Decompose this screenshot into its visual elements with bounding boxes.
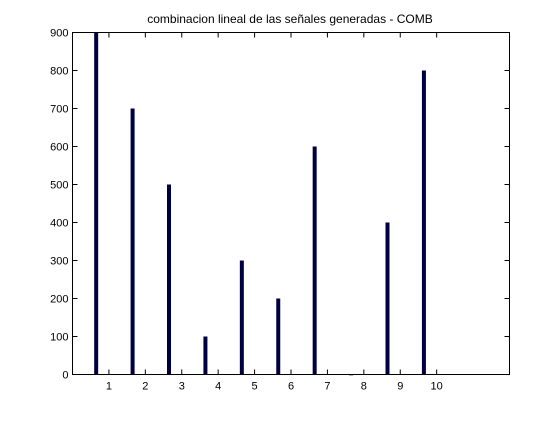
y-tick-label-600: 600: [50, 142, 68, 154]
y-tick-label-800: 800: [50, 66, 68, 78]
x-tick-label-9: 9: [397, 381, 403, 393]
y-tick-label-300: 300: [50, 256, 68, 268]
plot-area-border: [72, 32, 510, 375]
bar-4: [203, 336, 208, 375]
bar-6: [276, 298, 281, 375]
x-tick-label-1: 1: [106, 381, 112, 393]
x-tick-label-2: 2: [142, 381, 148, 393]
x-tick-label-4: 4: [215, 381, 221, 393]
bar-1: [94, 32, 99, 375]
y-tick-label-0: 0: [62, 370, 68, 382]
y-tick-label-700: 700: [50, 104, 68, 116]
ticks-layer: 0 100 200 300 400 500 600 700 800 900 1 2 3 4 5 6 7 8 9 10: [50, 28, 510, 393]
bar-5: [239, 260, 244, 375]
x-tick-label-10: 10: [431, 381, 443, 393]
chart-title: combinacion lineal de las señales genera…: [147, 12, 433, 26]
x-tick-label-8: 8: [361, 381, 367, 393]
y-tick-label-100: 100: [50, 332, 68, 344]
y-tick-label-900: 900: [50, 28, 68, 40]
x-tick-label-3: 3: [179, 381, 185, 393]
bars-layer: [94, 32, 426, 376]
x-tick-label-7: 7: [324, 381, 330, 393]
bar-9: [385, 222, 390, 375]
y-tick-label-400: 400: [50, 218, 68, 230]
bar-3: [167, 184, 171, 375]
y-tick-label-200: 200: [50, 294, 68, 306]
y-tick-label-500: 500: [50, 180, 68, 192]
bar-7: [312, 146, 317, 375]
bar-10: [421, 70, 426, 375]
x-tick-label-6: 6: [288, 381, 294, 393]
bar-2: [130, 108, 135, 375]
x-tick-label-5: 5: [252, 381, 258, 393]
